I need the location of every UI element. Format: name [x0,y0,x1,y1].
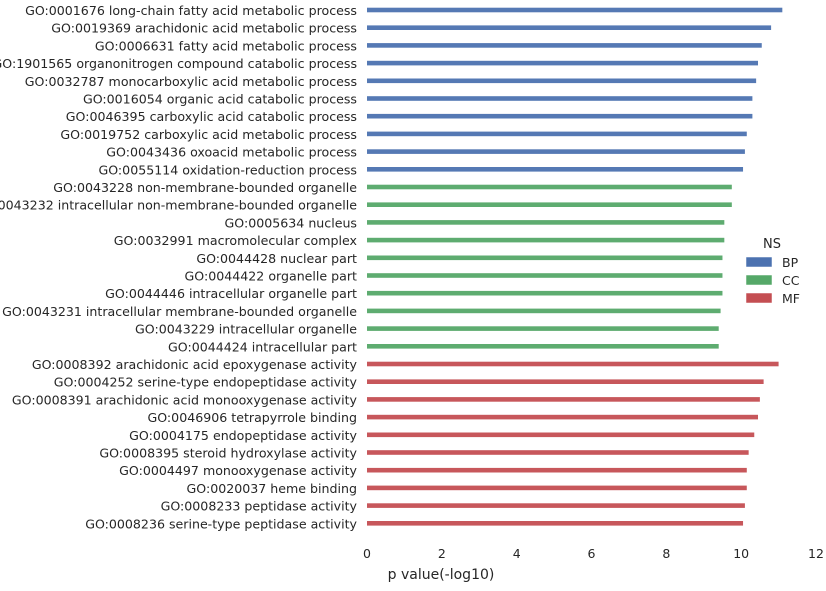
x-axis-label: p value(-log10) [388,567,495,583]
bars-layer [367,7,783,526]
category-label: GO:0044424 intracellular part [168,339,357,354]
bar-cc [367,344,719,349]
category-label: GO:0046906 tetrapyrrole binding [147,410,357,425]
category-label: GO:1901565 organonitrogen compound catab… [0,56,357,71]
bar-bp [367,131,747,137]
x-axis: 0 2 4 6 8 10 12 [363,546,824,561]
category-label: GO:0044446 intracellular organelle part [105,286,357,301]
bar-mf [367,467,747,473]
x-tick-label: 10 [733,546,749,561]
category-label: GO:0008391 arachidonic acid monooxygenas… [12,392,358,407]
category-label: GO:0032787 monocarboxylic acid metabolic… [25,74,357,89]
legend-swatch-mf [745,292,773,304]
bar-cc [367,202,732,207]
bar-cc [367,237,725,243]
category-label: GO:0043231 intracellular membrane-bounde… [2,304,357,319]
category-label: GO:0008233 peptidase activity [161,499,358,514]
category-label: GO:0006631 fatty acid metabolic process [95,38,357,53]
bar-cc [367,326,719,331]
category-label: GO:0055114 oxidation-reduction process [98,162,357,177]
bar-bp [367,167,744,172]
bar-mf [367,414,759,420]
bar-bp [367,60,759,66]
category-label: GO:0043229 intracellular organelle [135,322,357,337]
bar-mf [367,361,779,367]
legend: NS BP CC MF [745,237,800,306]
category-label: GO:0044422 organelle part [185,269,358,284]
bar-mf [367,521,744,526]
bar-cc [367,273,723,278]
category-label: GO:0043228 non-membrane-bounded organell… [53,180,357,195]
category-label: GO:0020037 heme binding [187,481,357,496]
bar-mf [367,485,747,491]
bar-mf [367,503,745,508]
x-tick-label: 8 [662,546,670,561]
bar-cc [367,184,732,190]
legend-title: NS [763,237,781,252]
bar-mf [367,450,749,455]
category-label: GO:0032991 macromolecular complex [114,233,358,248]
bar-bp [367,43,762,48]
category-label: GO:0044428 nuclear part [196,251,357,266]
x-tick-label: 6 [588,546,596,561]
category-label: GO:0008236 serine-type peptidase activit… [85,516,357,531]
x-tick-label: 4 [513,546,521,561]
bar-mf [367,379,764,384]
bar-bp [367,149,745,154]
x-tick-label: 0 [363,546,371,561]
category-label: GO:0004252 serine-type endopeptidase act… [54,375,358,390]
category-label: GO:0019369 arachidonic acid metabolic pr… [51,21,357,36]
legend-label-mf: MF [782,291,800,306]
bar-cc [367,255,723,261]
bar-bp [367,25,772,30]
category-label: GO:0004175 endopeptidase activity [129,428,357,443]
category-label: GO:0043232 intracellular non-membrane-bo… [0,198,357,213]
legend-swatch-cc [745,274,773,286]
bar-mf [367,432,755,438]
category-label: GO:0005634 nucleus [225,215,357,230]
category-label: GO:0004497 monooxygenase activity [119,463,357,478]
bar-cc [367,308,721,314]
bar-bp [367,7,783,13]
category-label: GO:0043436 oxoacid metabolic process [106,145,357,160]
bar-cc [367,220,725,225]
legend-swatch-bp [745,256,773,268]
category-label: GO:0008392 arachidonic acid epoxygenase … [32,357,358,372]
bar-bp [367,96,753,101]
category-label: GO:0016054 organic acid catabolic proces… [83,92,357,107]
legend-label-bp: BP [782,255,799,270]
x-tick-label: 2 [438,546,446,561]
bar-bp [367,78,757,84]
category-label: GO:0008395 steroid hydroxylase activity [99,446,357,461]
category-label: GO:0001676 long-chain fatty acid metabol… [25,3,357,18]
bar-mf [367,397,760,402]
category-label: GO:0019752 carboxylic acid metabolic pro… [60,127,357,142]
x-tick-label: 12 [808,546,824,561]
category-label: GO:0046395 carboxylic acid catabolic pro… [66,109,357,124]
bar-bp [367,113,753,119]
bar-cc [367,290,723,296]
category-labels: GO:0001676 long-chain fatty acid metabol… [0,3,358,531]
legend-label-cc: CC [782,273,800,288]
